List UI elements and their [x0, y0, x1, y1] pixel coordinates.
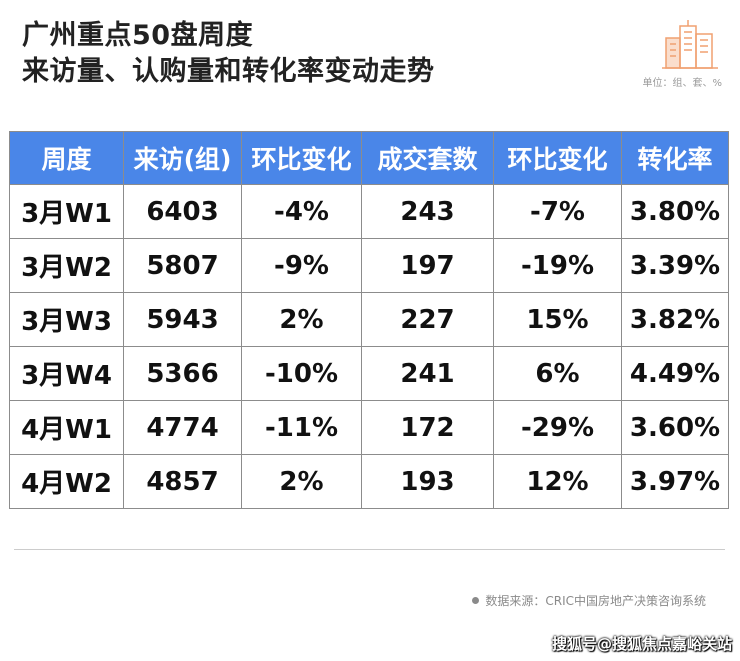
- cell-conversion: 3.82%: [621, 292, 729, 347]
- cell-deals: 241: [361, 346, 494, 401]
- cell-visits: 5807: [123, 238, 242, 293]
- cell-visits-change: -4%: [241, 184, 362, 239]
- cell-visits-change: -10%: [241, 346, 362, 401]
- cell-visits-change: -11%: [241, 400, 362, 455]
- cell-deals: 172: [361, 400, 494, 455]
- cell-deals: 227: [361, 292, 494, 347]
- cell-deals: 243: [361, 184, 494, 239]
- cell-week: 3月W1: [9, 184, 124, 239]
- cell-week: 3月W2: [9, 238, 124, 293]
- cell-conversion: 3.97%: [621, 454, 729, 509]
- table-row: 3月W2 5807 -9% 197 -19% 3.39%: [9, 238, 729, 293]
- data-table: 周度 来访(组) 环比变化 成交套数 环比变化 转化率 3月W1 6403 -4…: [9, 131, 729, 509]
- source-note: 数据来源：CRIC中国房地产决策咨询系统: [472, 592, 706, 609]
- cell-deals-change: -19%: [493, 238, 622, 293]
- table-row: 3月W3 5943 2% 227 15% 3.82%: [9, 292, 729, 347]
- table-row: 3月W4 5366 -10% 241 6% 4.49%: [9, 346, 729, 401]
- table-row: 4月W2 4857 2% 193 12% 3.97%: [9, 454, 729, 509]
- header-week: 周度: [9, 131, 124, 185]
- cell-deals-change: 15%: [493, 292, 622, 347]
- table-row: 3月W1 6403 -4% 243 -7% 3.80%: [9, 184, 729, 239]
- divider: [14, 549, 725, 550]
- cell-visits-change: 2%: [241, 292, 362, 347]
- cell-week: 4月W1: [9, 400, 124, 455]
- header-visits-change: 环比变化: [241, 131, 362, 185]
- cell-deals-change: -29%: [493, 400, 622, 455]
- title-line-1: 广州重点50盘周度: [22, 20, 254, 51]
- cell-week: 3月W4: [9, 346, 124, 401]
- header-conversion: 转化率: [621, 131, 729, 185]
- cell-deals-change: 12%: [493, 454, 622, 509]
- table-row: 4月W1 4774 -11% 172 -29% 3.60%: [9, 400, 729, 455]
- cell-deals-change: -7%: [493, 184, 622, 239]
- cell-deals: 197: [361, 238, 494, 293]
- cell-visits-change: 2%: [241, 454, 362, 509]
- cell-deals: 193: [361, 454, 494, 509]
- cell-conversion: 3.39%: [621, 238, 729, 293]
- header-deals: 成交套数: [361, 131, 494, 185]
- cell-visits: 4774: [123, 400, 242, 455]
- cell-visits: 6403: [123, 184, 242, 239]
- cell-deals-change: 6%: [493, 346, 622, 401]
- unit-note: 单位：组、套、%: [642, 78, 722, 89]
- cell-week: 3月W3: [9, 292, 124, 347]
- title-line-2: 来访量、认购量和转化率变动走势: [22, 56, 435, 87]
- source-text: 数据来源：CRIC中国房地产决策咨询系统: [485, 594, 706, 608]
- cell-conversion: 3.80%: [621, 184, 729, 239]
- cell-week: 4月W2: [9, 454, 124, 509]
- header-visits: 来访(组): [123, 131, 242, 185]
- table-header-row: 周度 来访(组) 环比变化 成交套数 环比变化 转化率: [9, 131, 729, 185]
- cell-visits: 4857: [123, 454, 242, 509]
- cell-visits: 5943: [123, 292, 242, 347]
- cell-visits-change: -9%: [241, 238, 362, 293]
- watermark: 搜狐号@搜狐焦点嘉峪关站: [552, 635, 733, 653]
- bullet-dot-icon: [472, 597, 480, 604]
- header-deals-change: 环比变化: [493, 131, 622, 185]
- cell-conversion: 4.49%: [621, 346, 729, 401]
- building-icon: [662, 20, 718, 69]
- page-title: 广州重点50盘周度 来访量、认购量和转化率变动走势: [22, 18, 435, 90]
- cell-conversion: 3.60%: [621, 400, 729, 455]
- cell-visits: 5366: [123, 346, 242, 401]
